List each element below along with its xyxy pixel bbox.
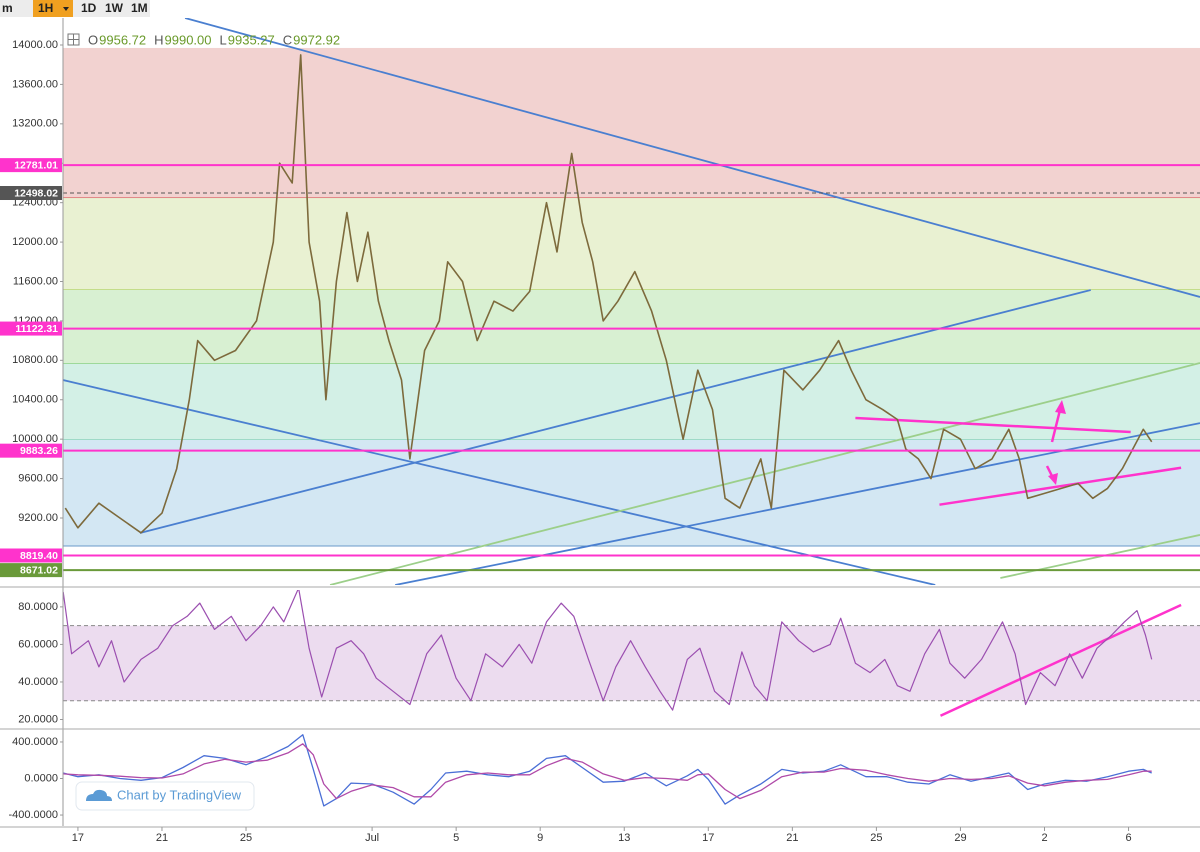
level-label: 12498.02	[14, 187, 58, 199]
level-label: 9883.26	[20, 445, 58, 457]
x-tick-label: 17	[72, 832, 84, 844]
fib-zone	[63, 363, 1200, 440]
y-tick-label: 13200.00	[12, 118, 58, 130]
data-line	[64, 54, 1153, 534]
data-line	[63, 590, 1153, 711]
rsi-pane	[63, 590, 1200, 717]
trendline	[329, 362, 1200, 585]
level-label-box	[0, 443, 62, 458]
y-tick-label: 0.0000	[24, 772, 58, 784]
trendline	[63, 379, 936, 585]
ohlc-value: 9972.92	[293, 32, 340, 47]
y-tick-label: 20.0000	[18, 713, 58, 725]
level-label-box	[0, 563, 62, 578]
y-tick-label: -400.0000	[8, 809, 58, 821]
fib-zone	[63, 439, 1200, 546]
x-tick-label: 21	[786, 832, 798, 844]
x-tick-label: 5	[453, 832, 459, 844]
trendline	[855, 416, 1131, 434]
x-tick-label: 17	[702, 832, 714, 844]
interval-label[interactable]: 1W	[105, 1, 124, 15]
watermark-box[interactable]	[75, 781, 255, 811]
rsi-band	[63, 625, 1200, 701]
level-label: 8671.02	[20, 564, 58, 576]
axes: 9200.00 9600.00 10000.00 10400.00 10800.00 11…	[0, 18, 1200, 844]
interval-label[interactable]: m	[2, 1, 13, 15]
x-tick-label: 25	[240, 832, 252, 844]
arrow-head	[1048, 473, 1058, 485]
x-tick-label: Jul	[365, 832, 379, 844]
ohlc-key: H	[154, 32, 163, 47]
x-tick-label: 25	[870, 832, 882, 844]
interval-button[interactable]	[126, 0, 148, 17]
interval-label[interactable]: 1H	[38, 1, 53, 15]
toolbar: m 1H 1D 1W 1M	[0, 0, 150, 17]
x-tick-label: 2	[1041, 832, 1047, 844]
ohlc-key: L	[220, 32, 227, 47]
y-tick-label: 9600.00	[18, 472, 58, 484]
level-label-box	[0, 548, 62, 563]
arrow	[1045, 465, 1054, 477]
watermark[interactable]: Chart by TradingView	[75, 781, 255, 811]
y-tick-label: 400.0000	[12, 736, 58, 748]
x-tick-label: 6	[1125, 832, 1131, 844]
interval-button[interactable]	[76, 0, 98, 17]
level-label-box	[0, 186, 62, 201]
ohlc-key: O	[88, 32, 98, 47]
macd-pane	[63, 734, 1152, 807]
y-tick-label: 14000.00	[12, 39, 58, 51]
level-label: 11122.31	[15, 323, 58, 335]
watermark-icon	[86, 789, 112, 801]
x-tick-label: 21	[156, 832, 168, 844]
interval-button[interactable]	[100, 0, 122, 17]
trendline	[184, 18, 1200, 298]
y-tick-label: 80.0000	[18, 601, 58, 613]
y-tick-label: 9200.00	[18, 512, 58, 524]
level-label-box	[0, 321, 62, 336]
ohlc-value: 9935.27	[228, 32, 275, 47]
interval-label[interactable]: 1D	[81, 1, 97, 15]
interval-button[interactable]	[33, 0, 73, 17]
ohlc-key: C	[283, 32, 292, 47]
y-tick-label: 13600.00	[12, 78, 58, 90]
y-tick-label: 10000.00	[12, 433, 58, 445]
x-tick-label: 13	[618, 832, 630, 844]
level-label: 12781.01	[14, 159, 58, 171]
x-tick-label: 29	[954, 832, 966, 844]
level-label: 8819.40	[20, 550, 58, 562]
trendline	[939, 466, 1182, 506]
interval-label[interactable]: 1M	[131, 1, 148, 15]
arrow	[1050, 409, 1062, 443]
ohlc-legend: O 9956.72 H 9990.00 L 9935.27 C 9972.92	[67, 32, 340, 47]
data-line	[63, 743, 1152, 800]
y-tick-label: 11600.00	[13, 275, 58, 287]
watermark-text[interactable]: Chart by TradingView	[117, 787, 242, 802]
y-tick-label: 60.0000	[18, 638, 58, 650]
arrow-head	[1055, 400, 1066, 414]
dropdown-arrow	[63, 7, 69, 11]
y-tick-label: 10400.00	[12, 394, 58, 406]
x-tick-label: 9	[537, 832, 543, 844]
arrows	[1045, 400, 1066, 485]
ohlc-value: 9956.72	[99, 32, 146, 47]
level-label-box	[0, 158, 62, 173]
interval-button[interactable]	[0, 0, 20, 17]
trendline	[139, 289, 1091, 534]
fib-zone	[63, 47, 1200, 199]
fib-zone	[63, 289, 1200, 364]
price-pane	[63, 18, 1200, 585]
y-tick-label: 40.0000	[18, 676, 58, 688]
ohlc-value: 9990.00	[165, 32, 212, 47]
y-tick-label: 12000.00	[12, 236, 58, 248]
y-tick-label: 10800.00	[12, 354, 58, 366]
